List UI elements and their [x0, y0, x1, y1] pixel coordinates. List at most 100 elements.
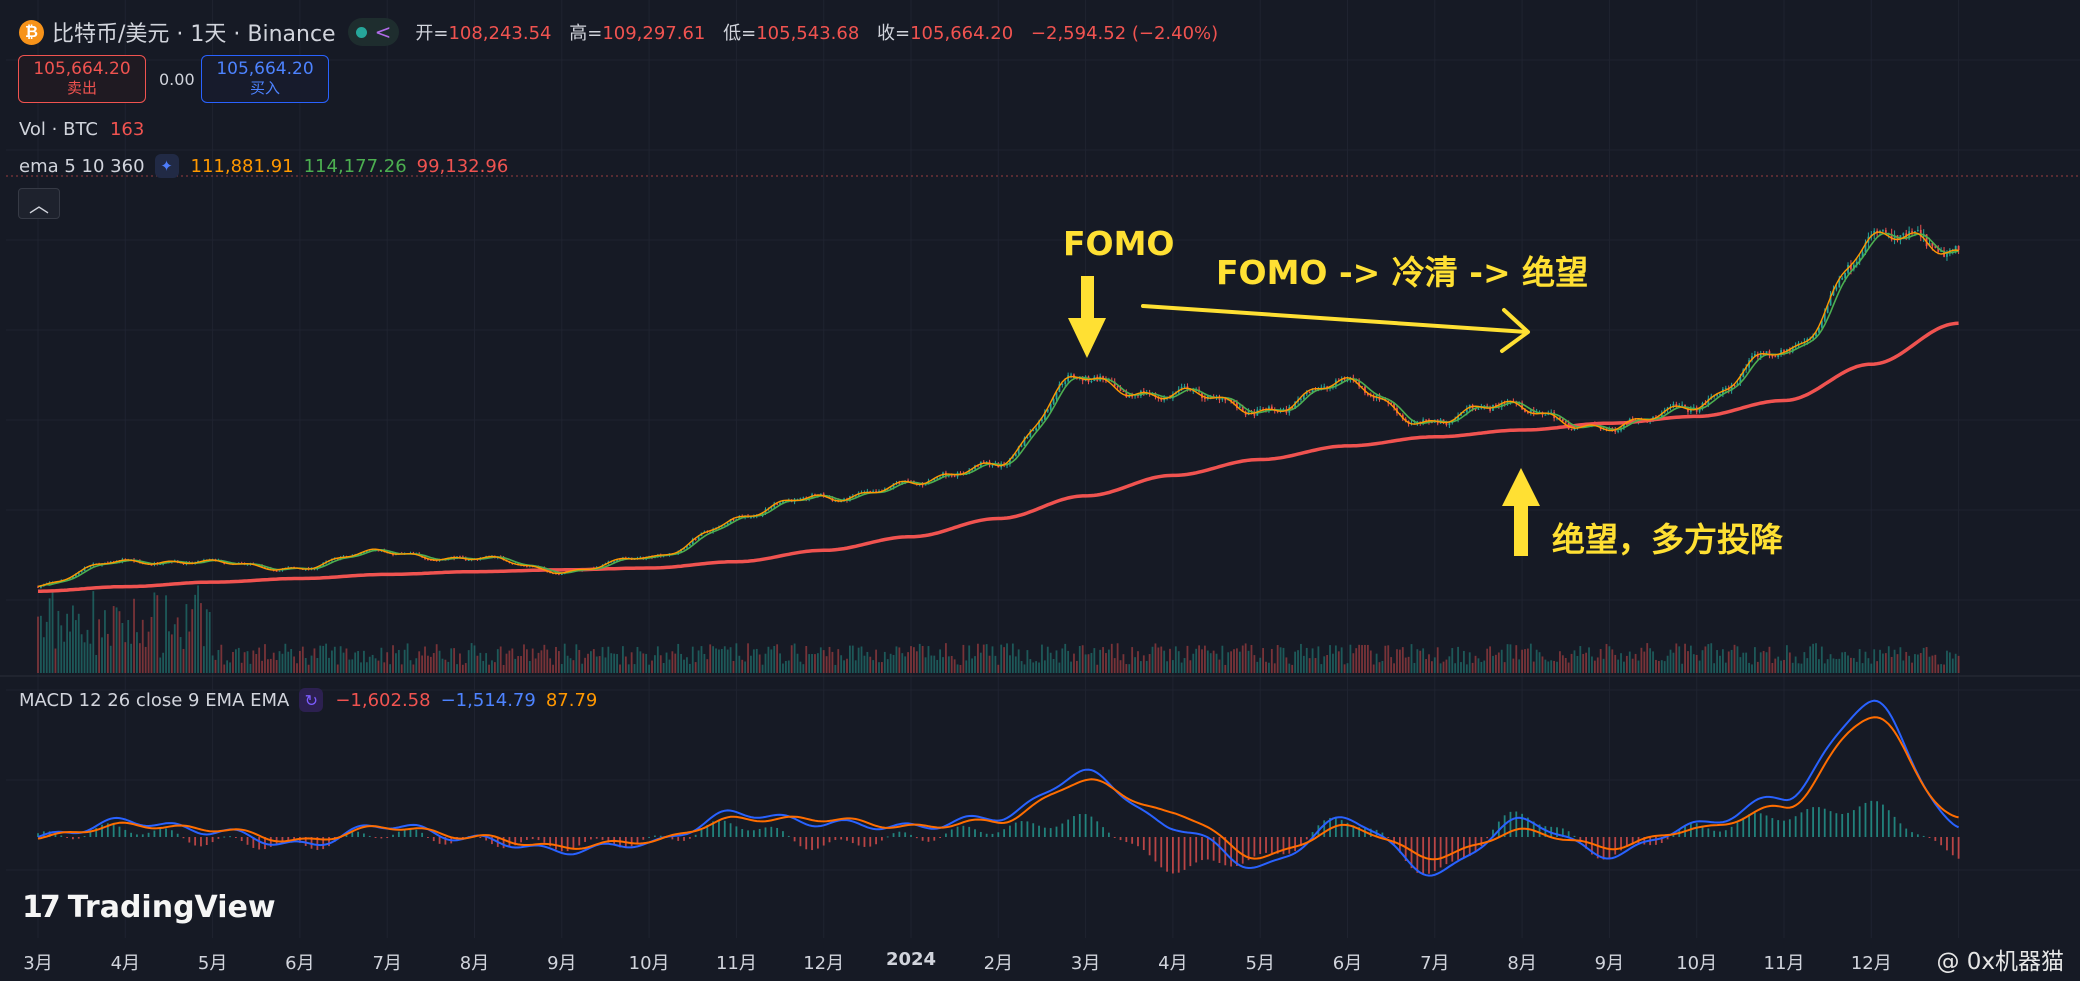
candle-body [1102, 376, 1104, 380]
macd-histogram-bar [491, 837, 493, 845]
candle-body [1221, 397, 1224, 400]
candle-body [1372, 396, 1375, 399]
macd-histogram-bar [1934, 837, 1937, 841]
volume-bar [1908, 655, 1911, 673]
macd-histogram-bar [985, 833, 988, 837]
volume-bar [1861, 663, 1864, 673]
close-value: 105,664.20 [910, 23, 1014, 44]
volume-bar [1951, 658, 1954, 673]
volume-bar [974, 656, 976, 673]
candle-body [1812, 336, 1814, 339]
volume-bar [1186, 645, 1189, 673]
volume-bar [1739, 657, 1742, 673]
candle-body [74, 574, 77, 577]
volume-label: Vol · BTC [19, 119, 98, 140]
macd-histogram-bar [950, 829, 953, 837]
ema-legend[interactable]: ema 5 10 360 ✦ 111,881.91 114,177.26 99,… [19, 154, 508, 178]
macd-histogram-bar [1160, 837, 1163, 868]
volume-bar [450, 648, 453, 673]
candle-body [1934, 246, 1937, 248]
volume-bar [1378, 662, 1381, 673]
volume-bar [1090, 652, 1093, 673]
macd-histogram-bar [601, 837, 604, 840]
candle-body [1777, 354, 1780, 358]
volume-bar [296, 663, 298, 673]
macd-legend[interactable]: MACD 12 26 close 9 EMA EMA ↻ −1,602.58 −… [19, 688, 597, 712]
volume-bar [383, 662, 386, 673]
volume-bar [1681, 663, 1684, 673]
candle-body [1270, 406, 1273, 410]
sell-button[interactable]: 105,664.20 卖出 [18, 55, 146, 103]
macd-histogram-bar [1631, 837, 1634, 845]
macd-histogram-bar [368, 835, 371, 837]
volume-bar [284, 643, 287, 673]
volume-bar [1617, 659, 1620, 673]
volume-bar [1698, 660, 1701, 673]
volume-bar [1218, 659, 1221, 673]
volume-bar [1527, 648, 1529, 673]
volume-bar [159, 657, 162, 673]
refresh-icon[interactable]: ↻ [299, 688, 324, 712]
time-axis-label: 4月 [1158, 953, 1188, 974]
volume-bar [752, 649, 755, 673]
bitcoin-icon[interactable]: ₿ [19, 19, 44, 45]
volume-bar [1017, 649, 1020, 673]
macd-histogram-bar [968, 826, 971, 837]
volume-bar [1457, 646, 1459, 673]
candle-body [1768, 351, 1771, 356]
macd-histogram-bar [1561, 828, 1564, 837]
volume-legend[interactable]: Vol · BTC 163 [19, 119, 144, 140]
macd-line [37, 699, 1960, 877]
macd-histogram-bar [1899, 823, 1902, 837]
volume-bar [1471, 662, 1474, 673]
high-label: 高= [569, 23, 603, 44]
time-axis-label: 5月 [197, 953, 228, 974]
macd-histogram-bar [159, 828, 162, 837]
macd-histogram-bar [886, 836, 889, 838]
time-axis[interactable]: 3月 4月 5月 6月 7月 8月 9月 10月 11月 12月 2024 2月 3月 4月 5月 6月 7月 8… [0, 938, 2080, 981]
macd-histogram-bar [752, 830, 755, 837]
volume-bar [1151, 646, 1154, 673]
volume-bar [947, 656, 950, 673]
market-status-pill[interactable]: < [347, 18, 400, 46]
macd-histogram-bar [1253, 837, 1256, 857]
volume-bar [1477, 658, 1480, 673]
volume-pane [37, 585, 1960, 673]
volume-bar [683, 659, 685, 673]
candle-body [723, 524, 726, 526]
symbol-title[interactable]: 比特币/美元 · 1天 · Binance [52, 22, 336, 47]
volume-bar [953, 659, 956, 673]
macd-histogram-bar [1876, 801, 1879, 837]
volume-bar [915, 651, 918, 673]
signal-value: −1,514.79 [440, 689, 536, 711]
volume-bar [709, 644, 712, 673]
time-axis-label: 2024 [885, 949, 937, 970]
volume-bar [901, 653, 904, 673]
collapse-legend-button[interactable]: ︿ [18, 188, 60, 219]
macd-histogram-bar [1265, 837, 1267, 853]
volume-bar [1500, 649, 1503, 673]
volume-bar [40, 615, 42, 673]
indicator-settings-icon[interactable]: ✦ [154, 154, 179, 178]
macd-histogram-bar [1329, 817, 1331, 837]
volume-bar [642, 653, 645, 673]
volume-bar [1867, 658, 1870, 673]
buy-button[interactable]: 105,664.20 买入 [201, 55, 329, 103]
macd-histogram-bar [1061, 823, 1064, 837]
candle-body [275, 570, 278, 572]
candle-body [1247, 410, 1250, 415]
macd-histogram-bar [1148, 837, 1151, 856]
volume-bar [1212, 650, 1215, 673]
volume-bar [1070, 661, 1072, 673]
macd-histogram-bar [560, 837, 563, 852]
volume-bar [354, 652, 357, 673]
volume-bar [697, 650, 700, 673]
macd-histogram-bar [991, 833, 994, 837]
volume-bar [712, 646, 715, 673]
volume-bar [872, 660, 875, 673]
candle-body [1739, 376, 1742, 384]
macd-histogram-bar [1038, 825, 1040, 837]
volume-bar [322, 645, 325, 673]
candle-body [1931, 243, 1934, 247]
